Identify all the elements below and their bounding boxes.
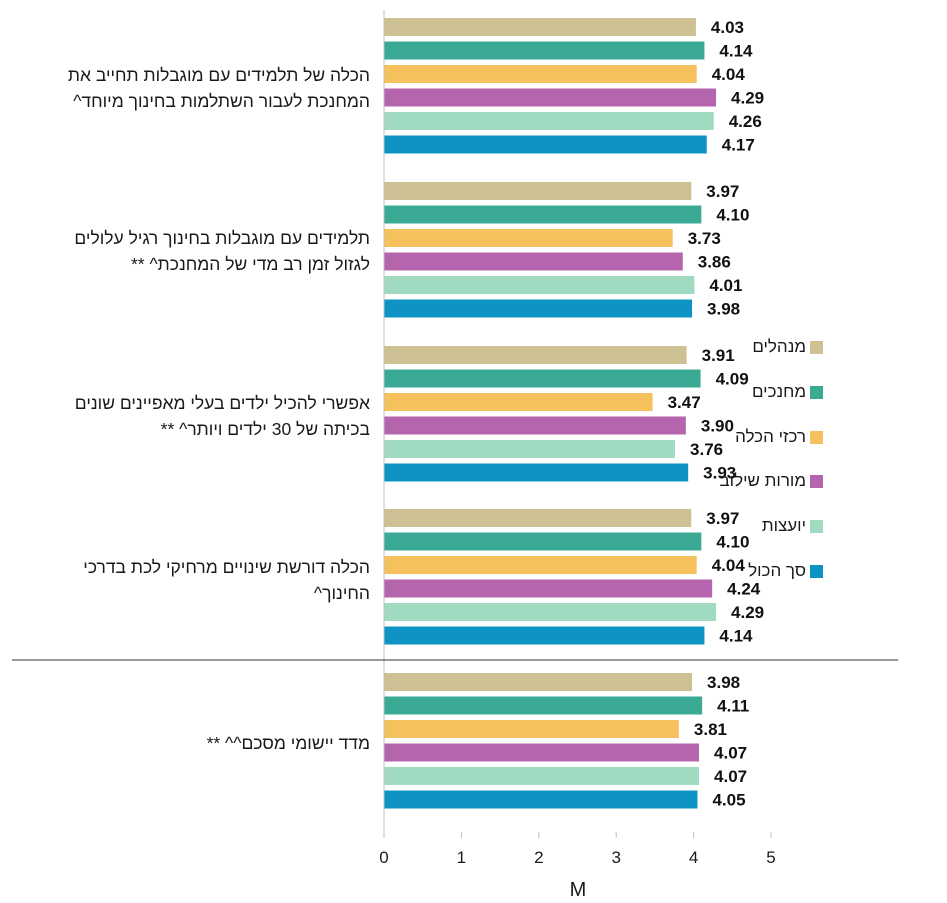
- data-label: 4.07: [714, 744, 747, 763]
- bar: [384, 370, 701, 388]
- x-tick-label: 2: [534, 848, 543, 867]
- bar: [384, 136, 707, 154]
- legend-label: מחנכים: [752, 382, 806, 402]
- data-label: 4.05: [712, 791, 745, 810]
- legend-swatch: [810, 475, 823, 488]
- category-label-line: המחנכת לעבור השתלמות בחינוך מיוחד^: [10, 88, 370, 114]
- category-label-line: בכיתה של 30 ילדים ויותר^ **: [10, 416, 370, 442]
- x-axis-label: M: [570, 879, 587, 901]
- x-tick-label: 0: [379, 848, 388, 867]
- legend-label: סך הכול: [748, 561, 806, 581]
- category-label: אפשרי להכיל ילדים בעלי מאפיינים שונים בכי…: [10, 390, 370, 442]
- data-label: 3.97: [706, 182, 739, 201]
- bar: [384, 89, 716, 107]
- bar: [384, 464, 688, 482]
- bar: [384, 253, 683, 271]
- data-label: 4.03: [711, 18, 744, 37]
- bar: [384, 791, 697, 809]
- x-tick-label: 4: [689, 848, 698, 867]
- category-label: הכלה דורשת שינויים מרחיקי לכת בדרכי החינו…: [10, 554, 370, 606]
- bar: [384, 346, 687, 364]
- category-label-line: החינוך^: [10, 580, 370, 606]
- data-label: 3.91: [702, 346, 735, 365]
- bar: [384, 276, 694, 294]
- x-tick-label: 3: [611, 848, 620, 867]
- bar: [384, 627, 704, 645]
- bar: [384, 533, 701, 551]
- bar: [384, 182, 691, 200]
- bar: [384, 417, 686, 435]
- data-label: 3.73: [688, 229, 721, 248]
- data-label: 4.07: [714, 767, 747, 786]
- x-tick-label: 1: [457, 848, 466, 867]
- data-label: 3.47: [668, 393, 701, 412]
- data-label: 4.14: [719, 42, 753, 61]
- legend-item: רכזי הכלה: [735, 427, 823, 447]
- bar: [384, 206, 701, 224]
- data-label: 4.11: [717, 697, 749, 716]
- bar: [384, 580, 712, 598]
- bar: [384, 112, 714, 130]
- bar: [384, 697, 702, 715]
- legend-swatch: [810, 565, 823, 578]
- bar: [384, 556, 697, 574]
- bar: [384, 42, 704, 60]
- legend-item: יועצות: [762, 516, 823, 536]
- data-label: 4.29: [731, 603, 764, 622]
- data-label: 3.98: [707, 673, 740, 692]
- data-label: 4.14: [719, 627, 753, 646]
- bar: [384, 65, 697, 83]
- legend-swatch: [810, 520, 823, 533]
- bar: [384, 744, 699, 762]
- data-label: 3.90: [701, 417, 734, 436]
- category-label: הכלה של תלמידים עם מוגבלות תחייב את המחנכ…: [10, 62, 370, 114]
- legend-swatch: [810, 341, 823, 354]
- legend-label: מנהלים: [752, 337, 806, 357]
- legend-label: רכזי הכלה: [735, 427, 806, 447]
- bar: [384, 300, 692, 318]
- data-label: 3.76: [690, 440, 723, 459]
- x-tick-label: 5: [766, 848, 775, 867]
- data-label: 4.09: [716, 370, 749, 389]
- legend-swatch: [810, 386, 823, 399]
- category-label-line: אפשרי להכיל ילדים בעלי מאפיינים שונים: [10, 390, 370, 416]
- legend-item: מחנכים: [752, 382, 823, 402]
- category-label-line: מדד יישומי מסכם^^ **: [10, 730, 370, 756]
- legend-item: מנהלים: [752, 337, 823, 357]
- data-label: 4.24: [727, 580, 761, 599]
- legend-label: מורות שילוב: [720, 471, 806, 491]
- data-label: 4.01: [709, 276, 742, 295]
- legend-label: יועצות: [762, 516, 806, 536]
- bar: [384, 229, 673, 247]
- bar: [384, 767, 699, 785]
- bar: [384, 393, 653, 411]
- category-label-line: הכלה דורשת שינויים מרחיקי לכת בדרכי: [10, 554, 370, 580]
- category-label-line: תלמידים עם מוגבלות בחינוך רגיל עלולים: [10, 225, 370, 251]
- bar: [384, 603, 716, 621]
- bar: [384, 509, 691, 527]
- category-label-line: לגזול זמן רב מדי של המחנכת^ **: [10, 251, 370, 277]
- data-label: 4.17: [722, 136, 755, 155]
- data-label: 3.97: [706, 509, 739, 528]
- bar: [384, 673, 692, 691]
- bar: [384, 440, 675, 458]
- data-label: 4.10: [716, 533, 749, 552]
- data-label: 3.81: [694, 720, 727, 739]
- category-label: מדד יישומי מסכם^^ **: [10, 730, 370, 756]
- data-label: 3.86: [698, 253, 731, 272]
- legend-item: מורות שילוב: [720, 471, 823, 491]
- data-label: 4.26: [729, 112, 762, 131]
- data-label: 3.98: [707, 300, 740, 319]
- data-label: 4.29: [731, 89, 764, 108]
- legend-swatch: [810, 431, 823, 444]
- data-label: 4.10: [716, 206, 749, 225]
- data-label: 4.04: [712, 65, 746, 84]
- bar: [384, 720, 679, 738]
- category-label-line: הכלה של תלמידים עם מוגבלות תחייב את: [10, 62, 370, 88]
- data-label: 4.04: [712, 556, 746, 575]
- category-label: תלמידים עם מוגבלות בחינוך רגיל עלולים לגז…: [10, 225, 370, 277]
- legend-item: סך הכול: [748, 561, 823, 581]
- bar: [384, 18, 696, 36]
